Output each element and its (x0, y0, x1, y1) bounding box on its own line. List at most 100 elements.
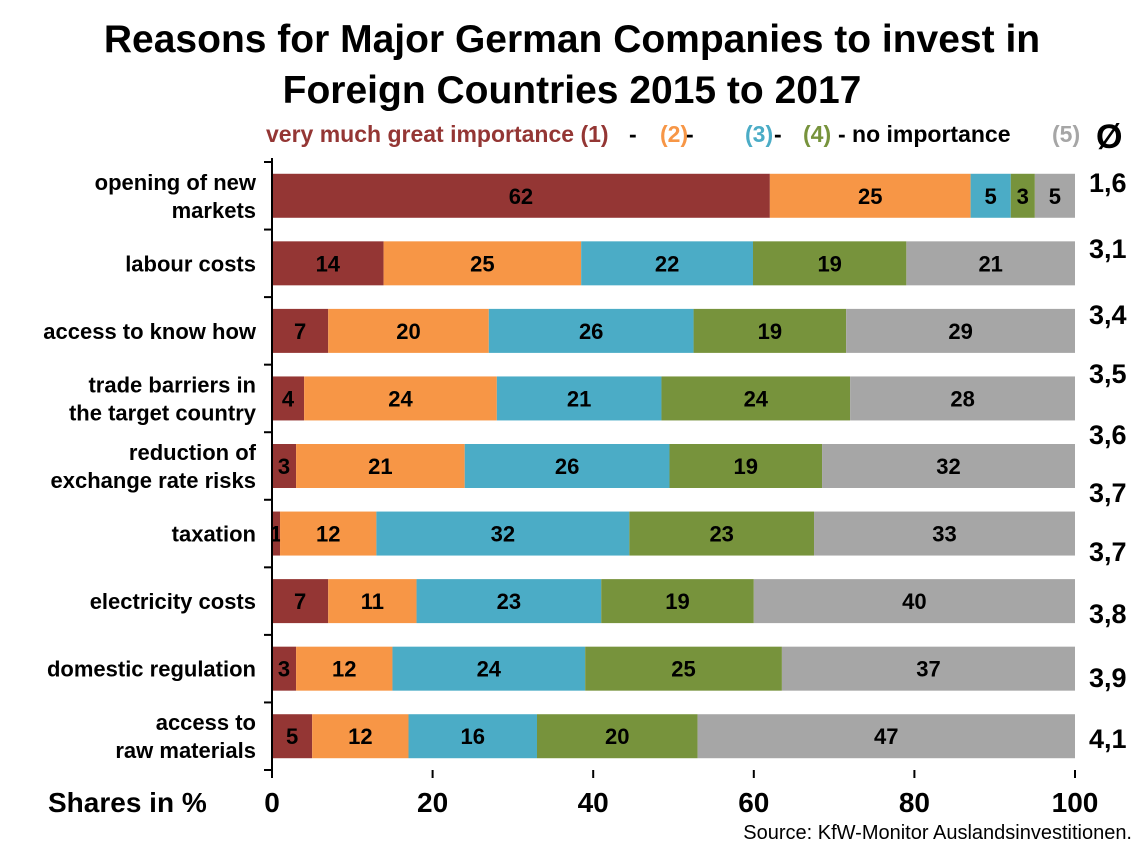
average-value-7: 3,8 (1089, 599, 1127, 629)
bar-0-segment-3 (1010, 173, 1035, 218)
average-value-4: 3,6 (1089, 420, 1127, 450)
legend-item-1: - (629, 121, 637, 147)
bar-2-segment-4 (846, 308, 1075, 353)
bar-4-segment-3 (669, 444, 823, 488)
bar-label-7-1: 12 (332, 657, 356, 682)
bar-label-3-3: 24 (744, 386, 769, 411)
bar-8-segment-1 (312, 714, 409, 759)
bar-label-1-0: 14 (316, 251, 341, 276)
bar-label-4-4: 32 (936, 454, 960, 479)
bar-3-segment-3 (661, 376, 851, 421)
bar-label-3-1: 24 (388, 386, 413, 411)
source-note: Source: KfW-Monitor Auslandsinvestitione… (743, 822, 1132, 844)
bar-4-segment-0 (272, 444, 297, 488)
bar-label-0-3: 3 (1017, 184, 1029, 209)
average-value-8: 3,9 (1089, 663, 1127, 693)
average-value-6: 3,7 (1089, 537, 1127, 567)
bar-label-8-3: 20 (605, 724, 629, 749)
bar-label-7-4: 37 (916, 657, 940, 682)
bar-label-6-1: 11 (361, 589, 384, 614)
category-label-4-line-1: exchange rate risks (51, 468, 256, 493)
category-label-3-line-1: the target country (69, 400, 257, 425)
legend-item-5: - (774, 121, 782, 147)
category-label-0-line-0: opening of new (95, 170, 257, 195)
bar-label-8-2: 16 (461, 724, 485, 749)
bar-6-segment-3 (601, 579, 754, 624)
bar-5-segment-4 (814, 511, 1075, 556)
average-value-5: 3,7 (1089, 478, 1127, 508)
bar-2-segment-2 (488, 308, 694, 353)
category-label-0-line-1: markets (172, 198, 256, 223)
bar-0-segment-1 (769, 173, 971, 218)
chart-title-line-1: Reasons for Major German Companies to in… (103, 18, 1041, 61)
bar-6-segment-4 (753, 579, 1075, 624)
x-tick-label-5: 100 (1052, 787, 1099, 818)
bar-8-segment-3 (536, 714, 698, 759)
bar-4-segment-4 (822, 444, 1075, 488)
category-label-1-line-0: labour costs (125, 251, 256, 276)
bar-7-segment-2 (392, 646, 586, 691)
category-label-5-line-0: taxation (172, 522, 256, 547)
category-label-3-line-0: trade barriers in (88, 372, 256, 397)
average-value-3: 3,5 (1089, 359, 1127, 389)
x-tick-label-1: 20 (417, 787, 448, 818)
bar-label-2-4: 29 (948, 319, 972, 344)
bar-label-1-1: 25 (470, 251, 494, 276)
bar-7-segment-0 (272, 646, 297, 691)
bar-label-2-0: 7 (294, 319, 306, 344)
bar-6-segment-0 (272, 579, 329, 624)
bar-label-0-1: 25 (858, 184, 882, 209)
legend-item-3: - (686, 121, 694, 147)
bar-3-segment-4 (850, 376, 1075, 421)
bar-label-7-2: 24 (477, 657, 502, 682)
x-tick-label-4: 80 (899, 787, 930, 818)
x-tick-label-0: 0 (264, 787, 280, 818)
bar-label-8-4: 47 (874, 724, 898, 749)
bar-label-6-0: 7 (294, 589, 306, 614)
category-label-8-line-0: access to (156, 710, 256, 735)
bar-label-2-3: 19 (758, 319, 782, 344)
bar-6-segment-2 (416, 579, 602, 624)
legend-item-2: (2) (660, 121, 689, 147)
legend-item-7: - no importance (838, 121, 1011, 147)
legend: very much great importance (1) - (2) - (… (0, 121, 1144, 155)
bar-1-segment-0 (272, 241, 384, 286)
bar-label-3-4: 28 (950, 386, 974, 411)
bar-5-segment-3 (629, 511, 815, 556)
bar-5-segment-1 (280, 511, 377, 556)
bar-label-0-4: 5 (1049, 184, 1061, 209)
bar-3-segment-2 (496, 376, 662, 421)
bar-7-segment-3 (585, 646, 782, 691)
bar-label-5-3: 23 (709, 522, 733, 547)
bar-label-6-2: 23 (497, 589, 521, 614)
average-symbol: Ø (1096, 118, 1123, 156)
bar-5-segment-0 (272, 511, 281, 556)
bar-label-1-4: 21 (978, 251, 1002, 276)
x-tick-label-3: 60 (738, 787, 769, 818)
x-tick-label-2: 40 (578, 787, 609, 818)
category-label-7-line-0: domestic regulation (47, 657, 256, 682)
bar-label-2-1: 20 (396, 319, 420, 344)
bar-3-segment-1 (304, 376, 497, 421)
bar-8-segment-0 (272, 714, 313, 759)
bar-8-segment-2 (408, 714, 537, 759)
category-label-8-line-1: raw materials (115, 738, 256, 763)
legend-item-0: very much great importance (1) (266, 121, 609, 147)
bar-1-segment-3 (752, 241, 907, 286)
bar-1-segment-1 (383, 241, 582, 286)
bar-label-7-0: 3 (278, 657, 290, 682)
bar-8-segment-4 (697, 714, 1075, 759)
bar-label-0-2: 5 (985, 184, 997, 209)
legend-item-6: (4) (803, 121, 832, 147)
bar-5-segment-2 (376, 511, 630, 556)
x-axis-label: Shares in % (48, 787, 207, 818)
bar-0-segment-0 (272, 173, 770, 218)
bar-7-segment-4 (781, 646, 1075, 691)
bar-1-segment-2 (581, 241, 753, 286)
bar-1-segment-4 (906, 241, 1075, 286)
bar-label-4-3: 19 (734, 454, 758, 479)
bar-label-1-3: 19 (817, 251, 841, 276)
bar-3-segment-0 (272, 376, 305, 421)
category-label-6-line-0: electricity costs (90, 589, 256, 614)
